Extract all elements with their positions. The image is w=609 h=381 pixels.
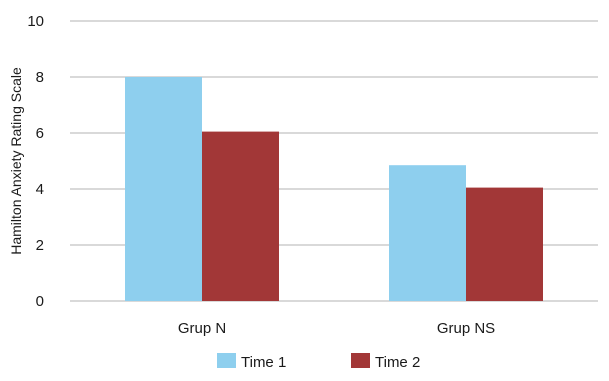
legend-swatch: [351, 353, 370, 368]
bar: [125, 77, 202, 301]
y-tick-label: 8: [36, 69, 44, 86]
y-tick-label: 6: [36, 125, 44, 142]
legend-label: Time 1: [241, 354, 286, 371]
y-tick-label: 4: [36, 181, 44, 198]
bar: [202, 131, 279, 301]
legend-swatch: [217, 353, 236, 368]
y-tick-label: 0: [36, 293, 44, 310]
x-category-label: Grup NS: [437, 320, 495, 337]
bar: [389, 165, 466, 301]
x-category-label: Grup N: [178, 320, 226, 337]
y-axis-title: Hamilton Anxiety Rating Scale: [8, 67, 24, 255]
bar: [466, 187, 543, 301]
y-tick-label: 10: [27, 13, 44, 30]
y-tick-label: 2: [36, 237, 44, 254]
legend-label: Time 2: [375, 354, 420, 371]
